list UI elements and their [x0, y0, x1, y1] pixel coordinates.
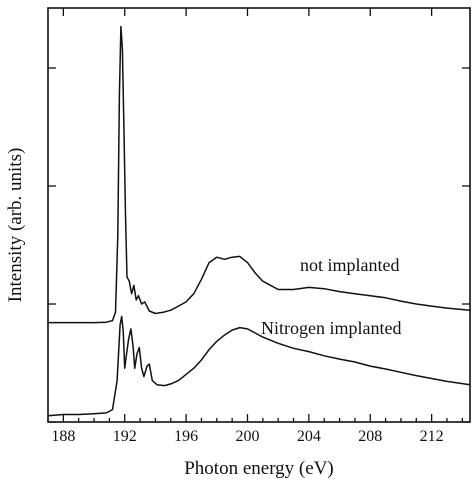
- x-axis-label: Photon energy (eV): [184, 458, 334, 479]
- series-nitrogen-implanted-line: [47, 315, 471, 417]
- spectra: [47, 25, 471, 417]
- series-label-not-implanted: not implanted: [300, 255, 399, 275]
- y-axis-label: Intensity (arb. units): [5, 148, 26, 303]
- x-tick-label: 196: [174, 428, 198, 445]
- series-label-nitrogen-implanted: Nitrogen implanted: [261, 318, 401, 338]
- plot-frame: [47, 7, 471, 423]
- x-axis-ticks: 188 192 196 200 204 208 212: [47, 8, 463, 445]
- x-tick-label: 200: [235, 428, 259, 445]
- x-tick-label: 204: [297, 428, 321, 445]
- series-not-implanted-line: [47, 25, 471, 324]
- x-tick-label: 192: [113, 428, 137, 445]
- x-tick-label: 208: [358, 428, 382, 445]
- x-tick-label: 212: [420, 428, 444, 445]
- y-axis-ticks: [48, 67, 470, 423]
- series-labels: not implanted Nitrogen implanted: [261, 255, 401, 338]
- x-tick-label: 188: [51, 428, 75, 445]
